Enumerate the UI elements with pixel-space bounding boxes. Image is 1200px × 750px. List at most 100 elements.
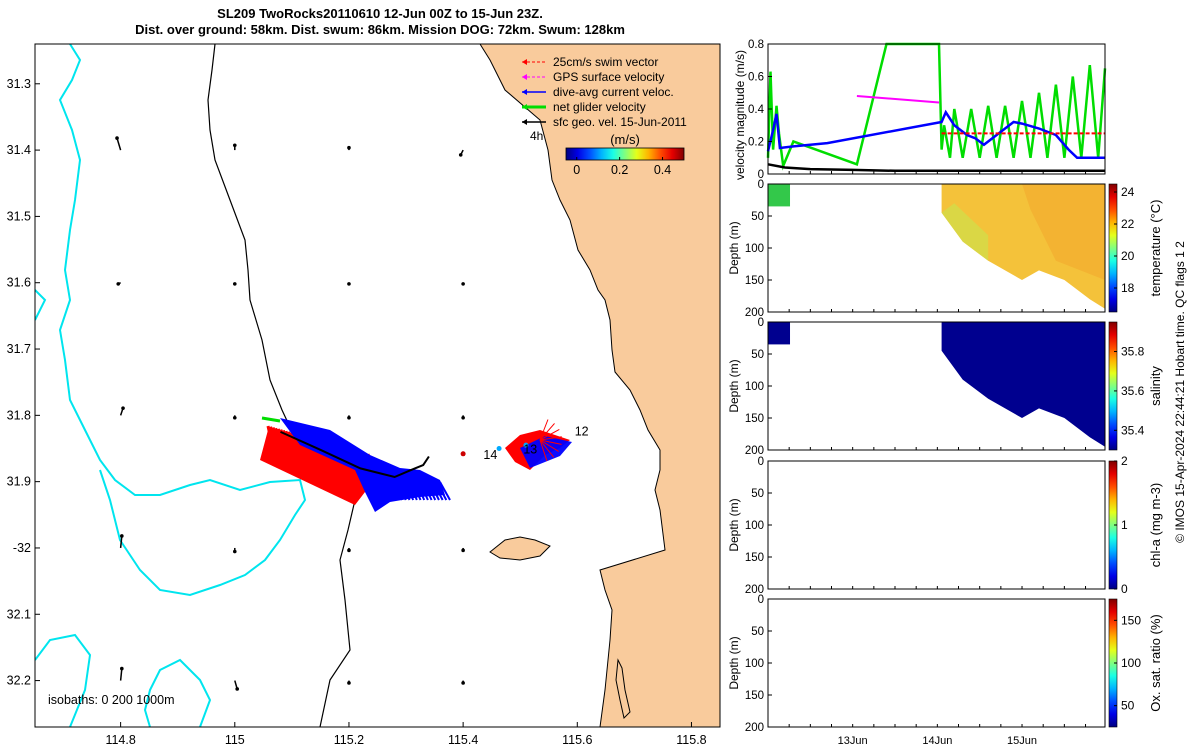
geo-velocity-arrowhead: [115, 136, 119, 140]
dive-avg-current-arrow: [409, 476, 422, 501]
dive-avg-current-arrow: [439, 481, 451, 501]
dive-avg-current-arrow: [413, 477, 426, 501]
geo-velocity-arrowhead: [232, 415, 237, 420]
geo-velocity-arrowhead: [347, 415, 351, 420]
temperature-colorbar: [1108, 183, 1118, 313]
geo-velocity-arrow: [116, 137, 122, 151]
legend-arrowhead-2: [522, 74, 527, 80]
dive-avg-current-arrow: [424, 479, 437, 501]
salinity-y-tick-label: 200: [745, 445, 764, 457]
rottnest-island: [489, 536, 551, 561]
figure-title: SL209 TwoRocks20110610 12-Jun 00Z to 15-…: [0, 6, 760, 38]
recent-swim-arrow: [539, 436, 562, 441]
oxygen-y-tick-label: 50: [751, 626, 764, 638]
map-frame: [34, 43, 721, 728]
chla-y-tick-label: 50: [751, 488, 764, 500]
time-x-tick-label: 14Jun: [922, 735, 952, 747]
salinity-early-segment: [768, 322, 791, 345]
map-y-tick-label: 31.4: [7, 143, 31, 157]
salinity-colorbar: [1108, 321, 1118, 451]
map-y-tick-label: 31.9: [7, 475, 31, 489]
isobaths-label: isobaths: 0 200 1000m: [48, 693, 174, 707]
map-y-tick-label: 31.5: [7, 209, 31, 223]
recent-swim-arrow: [539, 439, 562, 445]
oxygen-y-tick-label: 100: [745, 658, 764, 670]
glider-track: [261, 416, 430, 479]
waypoint-14-marker: [460, 451, 466, 457]
geo-velocity-arrowhead: [232, 282, 237, 286]
temperature-y-tick-label: 50: [751, 211, 764, 223]
oxygen-panel: 0 50 100 150 200 Depth (m) 150 100 50 Ox. sat. ra…: [727, 594, 1163, 734]
dive-avg-current-arrow: [372, 470, 385, 501]
velocity-y-label: velocity magnitude (m/s): [733, 50, 747, 180]
isobath-1000m-north: [58, 44, 307, 597]
geo-velocity-arrowhead: [347, 681, 351, 685]
net-glider-velocity-arrow: [261, 416, 281, 423]
map-y-tick-label: 31.8: [7, 408, 31, 422]
chla-colorbar-tick-label: 2: [1121, 454, 1128, 468]
dive-avg-current-arrow: [394, 474, 407, 501]
temperature-y-label: Depth (m): [727, 221, 741, 274]
map-y-tick-label: 31.3: [7, 77, 31, 91]
dive-avg-current-arrow: [391, 473, 404, 501]
salinity-colorbar-tick-label: 35.4: [1121, 423, 1145, 437]
dive-avg-current-band: [280, 418, 445, 512]
geo-velocity-arrowhead: [347, 548, 351, 553]
temperature-panel: 0 50 100 150 200 Depth (m) 24 22 20 18 temperature…: [727, 179, 1163, 319]
chla-y-tick-label: 0: [758, 456, 764, 468]
dive-avg-current-arrow: [435, 480, 448, 501]
chla-y-tick-label: 200: [745, 584, 764, 596]
dive-avg-current-arrow: [398, 474, 411, 501]
oxygen-colorbar-label: Ox. sat. ratio (%): [1148, 614, 1163, 712]
dive-avg-current-arrow: [405, 475, 418, 501]
map-y-tick-label: 32.1: [7, 607, 31, 621]
geo-velocity-arrowhead: [116, 282, 121, 286]
mission-start-marker: [523, 442, 529, 448]
velocity-background: [768, 44, 1105, 174]
chla-panel: 0 50 100 150 200 Depth (m) 2 1 0 chl-a (mg m-3): [727, 454, 1163, 596]
geo-velocity-arrowhead: [461, 282, 465, 286]
recent-swim-arrow: [539, 429, 560, 441]
oxygen-y-tick-label: 0: [758, 594, 764, 606]
salinity-y-label: Depth (m): [727, 359, 741, 412]
dive-avg-current-arrow: [416, 477, 429, 501]
dive-avg-current-arrow: [383, 472, 396, 501]
temperature-cool-patch: [941, 203, 989, 261]
temperature-colorbar-tick-label: 18: [1121, 281, 1135, 295]
salinity-colorbar-tick-label: 35.6: [1121, 384, 1145, 398]
salinity-y-tick-label: 100: [745, 381, 764, 393]
waypoint-label-2: 13: [523, 442, 537, 456]
salinity-colorbar-tick-label: 35.8: [1121, 345, 1145, 359]
mainland-land: [479, 44, 720, 727]
geo-velocity-arrowhead: [461, 681, 465, 685]
legend-arrowhead-1: [522, 59, 527, 65]
chla-colorbar-tick-label: 1: [1121, 518, 1128, 532]
map-colorbar: [565, 147, 685, 161]
temperature-colorbar-label: temperature (°C): [1148, 200, 1163, 297]
waypoint-label-3: 14: [483, 448, 497, 462]
dive-avg-current-arrow: [387, 472, 400, 501]
geo-velocity-arrowhead: [235, 687, 239, 691]
oxygen-y-tick-label: 200: [745, 722, 764, 734]
recent-dives-cluster: [460, 419, 572, 470]
salinity-colorbar-label: salinity: [1148, 366, 1163, 406]
geo-velocity-arrowhead: [461, 415, 465, 420]
recent-swim-arrow: [539, 439, 560, 452]
legend-label-3: dive-avg current veloc.: [553, 85, 674, 99]
map-colorbar-tick-label: 0.2: [611, 163, 628, 177]
temperature-y-tick-label: 100: [745, 243, 764, 255]
dive-avg-current-arrow: [376, 470, 389, 501]
chla-colorbar-tick-label: 0: [1121, 582, 1128, 596]
map-x-tick-label: 115: [225, 733, 245, 747]
credit-text: © IMOS 15-Apr-2024 22:44:21 Hobart time.…: [1173, 241, 1187, 543]
salinity-data-field: [941, 322, 1105, 447]
dive-avg-current-arrow: [380, 471, 392, 501]
temperature-y-tick-label: 200: [745, 307, 764, 319]
geo-velocity-arrowhead: [120, 534, 124, 538]
map-y-tick-label: 31.6: [7, 276, 31, 290]
velocity-y-tick-label: 0.8: [748, 39, 764, 51]
recent-swim-arrow: [539, 423, 555, 441]
map-y-tick-label: 31.7: [7, 342, 31, 356]
